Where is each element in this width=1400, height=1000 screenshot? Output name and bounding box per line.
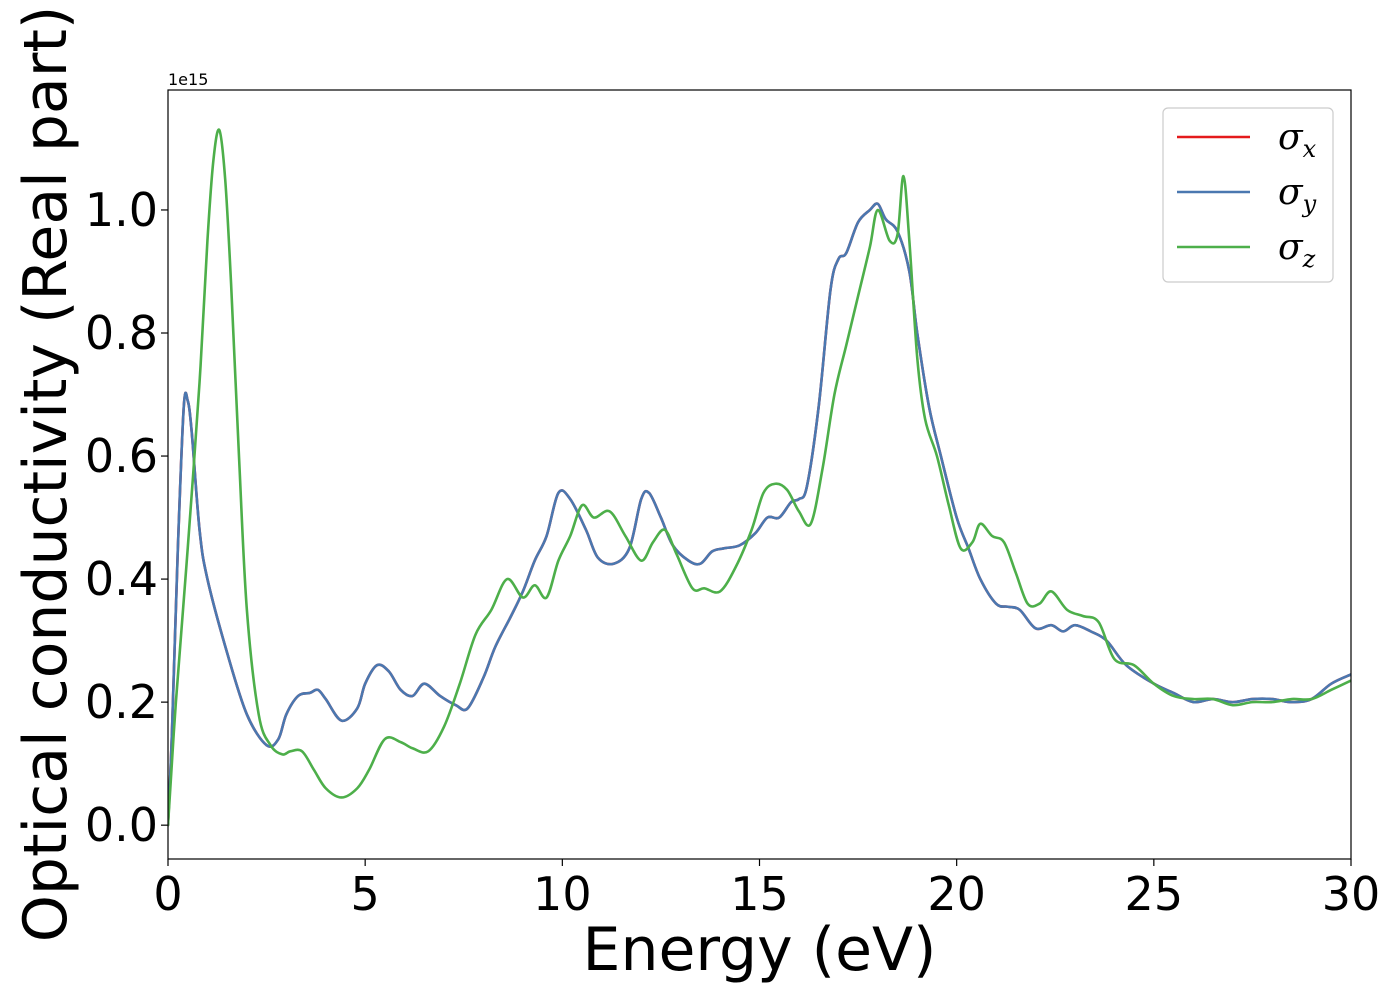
legend-frame	[1162, 107, 1334, 283]
x-tick-label: 15	[730, 867, 789, 921]
series-line-sigma-z	[168, 128, 1351, 827]
x-axis-ticks: 0 5 10 15 20 25 30	[153, 859, 1380, 921]
y-tick-label: 0.6	[85, 429, 158, 483]
legend-symbol: σ	[1278, 172, 1304, 213]
y-tick-label: 0.2	[85, 675, 158, 729]
legend-subscript: z	[1302, 245, 1316, 273]
plot-area	[167, 89, 1352, 860]
y-axis-ticks: 0.0 0.2 0.4 0.6 0.8 1.0	[85, 183, 168, 852]
legend-subscript: y	[1302, 190, 1317, 218]
legend-label-sigma-z: σz	[1278, 227, 1316, 273]
y-tick-label: 0.0	[85, 798, 158, 852]
x-tick-label: 0	[153, 867, 182, 921]
y-tick-label: 0.8	[85, 306, 158, 360]
y-offset-label: 1e15	[168, 70, 208, 89]
legend-symbol: σ	[1278, 227, 1304, 268]
x-tick-label: 5	[351, 867, 380, 921]
legend-symbol: σ	[1278, 117, 1304, 158]
y-axis-label: Optical conductivity (Real part)	[11, 6, 81, 943]
y-tick-label: 1.0	[85, 183, 158, 237]
legend-label-sigma-y: σy	[1278, 172, 1317, 218]
y-tick-label: 0.4	[85, 552, 158, 606]
x-tick-label: 20	[927, 867, 986, 921]
series-layer	[168, 128, 1351, 827]
x-axis-label: Energy (eV)	[583, 915, 937, 985]
legend-label-sigma-x: σx	[1278, 117, 1317, 163]
x-tick-label: 30	[1322, 867, 1381, 921]
legend-subscript: x	[1303, 135, 1317, 163]
x-tick-label: 25	[1125, 867, 1184, 921]
x-tick-label: 10	[533, 867, 592, 921]
series-line-sigma-y	[168, 202, 1351, 827]
